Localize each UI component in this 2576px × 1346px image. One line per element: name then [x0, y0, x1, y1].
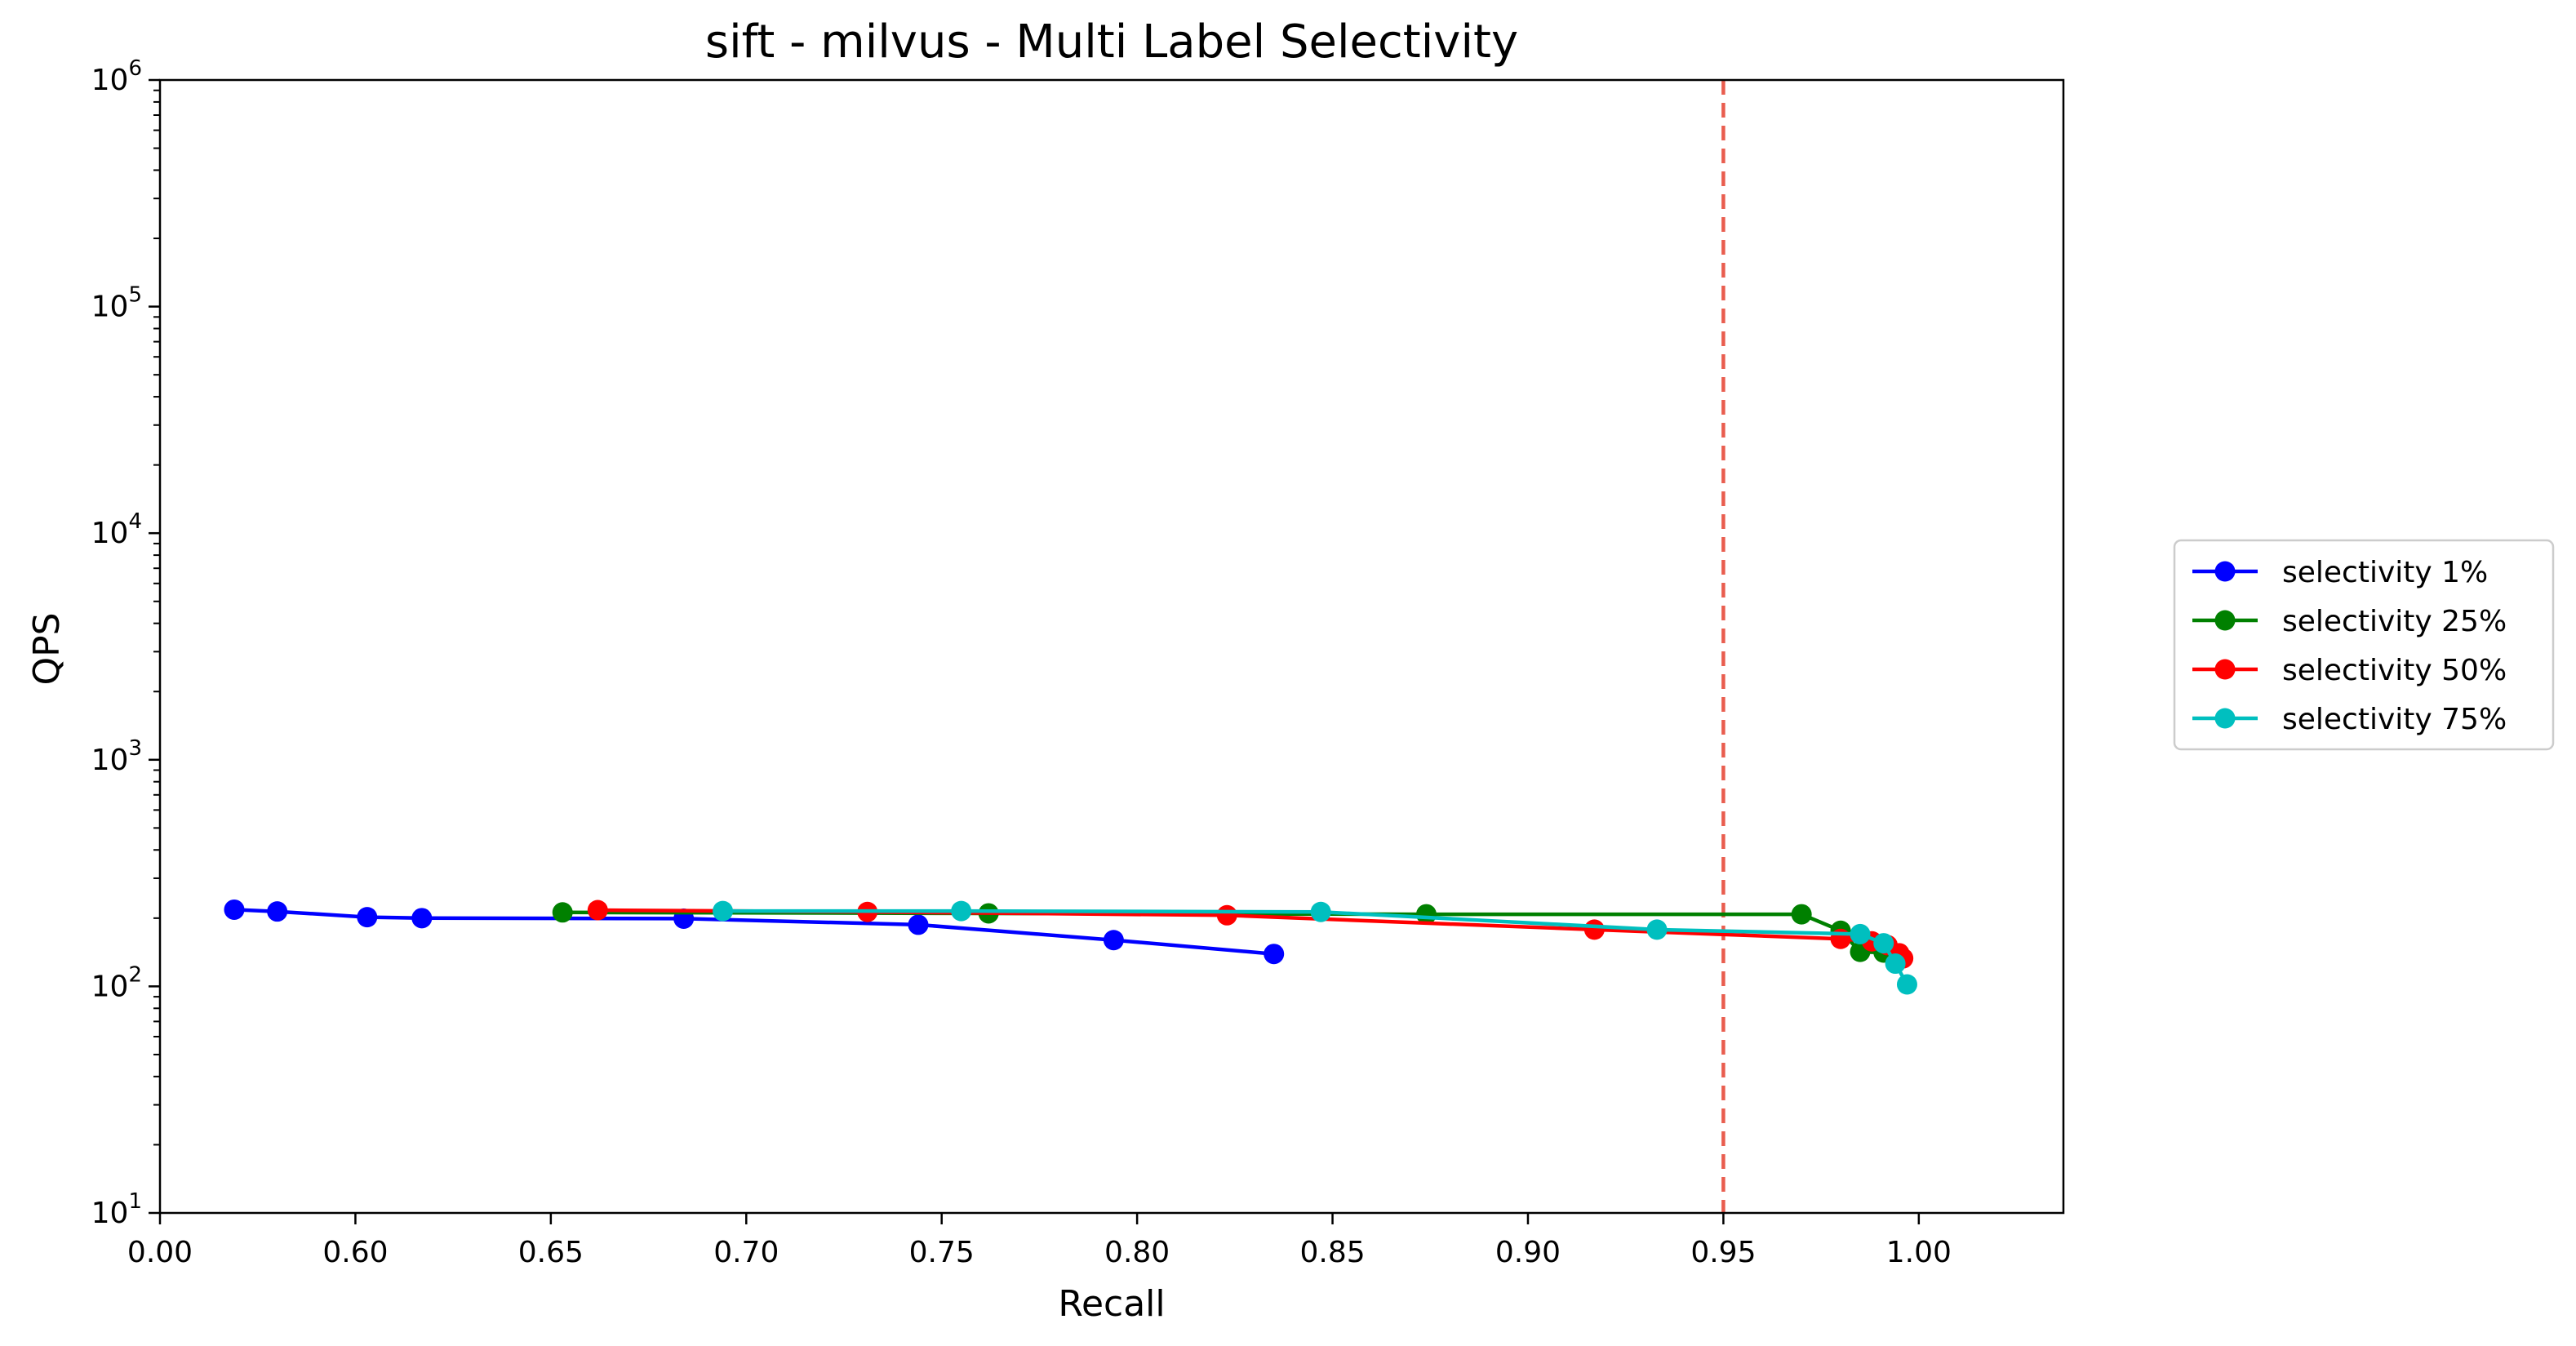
y-tick-base: 10	[91, 291, 129, 324]
legend-entry: selectivity 1%	[2192, 556, 2488, 589]
data-point	[224, 899, 245, 920]
legend-label: selectivity 50%	[2282, 654, 2507, 687]
y-tick-base: 10	[91, 517, 129, 550]
series-line	[722, 908, 1909, 986]
y-tick-label: 106	[91, 56, 142, 97]
data-point	[1850, 923, 1871, 944]
y-tick-label: 104	[91, 509, 142, 550]
y-tick-exponent: 2	[128, 962, 142, 987]
x-tick-label: 0.00	[127, 1236, 193, 1269]
data-point	[908, 914, 929, 935]
data-point	[1103, 930, 1124, 951]
x-tick-label: 0.90	[1495, 1236, 1561, 1269]
y-tick-label: 103	[91, 736, 142, 777]
legend: selectivity 1% selectivity 25% selectivity…	[2173, 539, 2555, 751]
plot-series	[224, 899, 1917, 995]
x-axis-label: Recall	[1058, 1283, 1165, 1325]
x-tick-label: 0.65	[518, 1236, 584, 1269]
legend-label: selectivity 75%	[2282, 703, 2507, 736]
legend-swatch-marker	[2214, 708, 2236, 729]
series-line	[233, 908, 1274, 956]
y-tick-label: 105	[91, 283, 142, 324]
data-point	[1583, 919, 1605, 940]
data-point	[1646, 919, 1668, 940]
x-tick-label: 0.80	[1104, 1236, 1170, 1269]
y-axis-label: QPS	[26, 612, 68, 685]
y-tick-base: 10	[91, 970, 129, 1003]
legend-box	[2173, 539, 2555, 751]
y-tick-exponent: 5	[128, 283, 142, 308]
plot-frame	[158, 78, 2065, 1215]
legend-entry: selectivity 75%	[2192, 703, 2507, 736]
data-point	[357, 907, 378, 928]
data-point	[267, 901, 288, 922]
data-point	[951, 900, 972, 922]
x-tick-label: 0.60	[322, 1236, 388, 1269]
data-point	[1791, 904, 1812, 925]
series-4	[713, 900, 1917, 995]
chart-title: sift - milvus - Multi Label Selectivity	[705, 16, 1518, 69]
y-tick-exponent: 6	[128, 56, 142, 81]
x-tick-label: 0.95	[1690, 1236, 1756, 1269]
x-tick-label: 0.70	[713, 1236, 779, 1269]
data-point	[1264, 944, 1285, 965]
y-tick-base: 10	[91, 64, 129, 97]
x-tick-label: 1.00	[1886, 1236, 1952, 1269]
y-tick-exponent: 1	[128, 1189, 142, 1214]
y-tick-exponent: 4	[128, 509, 142, 534]
legend-swatch-marker	[2214, 659, 2236, 680]
legend-entry: selectivity 50%	[2192, 654, 2507, 687]
y-tick-base: 10	[91, 744, 129, 777]
data-point	[552, 902, 573, 923]
y-tick-label: 102	[91, 962, 142, 1003]
data-point	[1216, 904, 1237, 926]
data-point	[1873, 933, 1894, 954]
y-tick-base: 10	[91, 1197, 129, 1230]
x-tick-label: 0.85	[1299, 1236, 1365, 1269]
data-point	[411, 908, 433, 929]
y-tick-exponent: 3	[128, 736, 142, 761]
legend-label: selectivity 1%	[2282, 556, 2488, 589]
series-1	[224, 899, 1285, 965]
legend-swatch-marker	[2214, 561, 2236, 582]
legend-swatch-marker	[2214, 610, 2236, 631]
data-point	[713, 900, 734, 922]
data-point	[587, 900, 608, 921]
legend-entry: selectivity 25%	[2192, 605, 2507, 638]
y-tick-label: 101	[91, 1189, 142, 1230]
data-point	[1310, 901, 1331, 922]
legend-label: selectivity 25%	[2282, 605, 2507, 638]
x-tick-label: 0.75	[909, 1236, 975, 1269]
data-point	[1896, 974, 1917, 995]
x-axis: 0.00 0.60 0.65 0.70 0.75 0.80 0.85 0.90 0.95 1.00	[127, 1213, 1952, 1269]
data-point	[1885, 953, 1906, 975]
